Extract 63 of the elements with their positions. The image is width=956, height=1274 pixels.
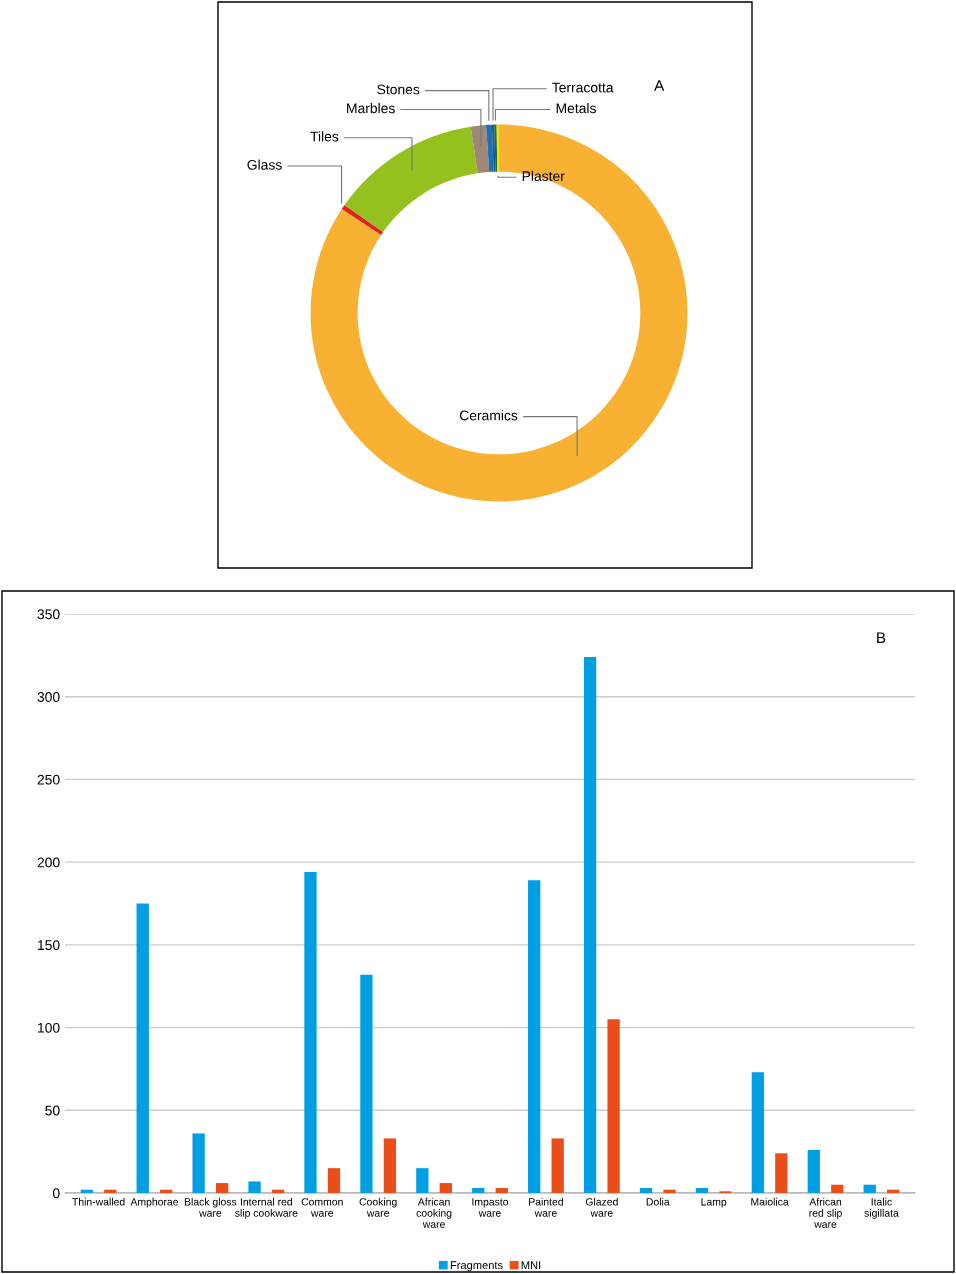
y-tick-label: 50 [45, 1105, 60, 1116]
slice-label: Plaster [522, 170, 565, 182]
bar [528, 880, 541, 1193]
x-tick-label: Common ware [301, 1198, 343, 1217]
bar [215, 1183, 229, 1193]
bar [831, 1184, 844, 1193]
bar [751, 1072, 765, 1193]
donut-slice [491, 124, 496, 172]
x-tick-label: Italic sigillata [864, 1197, 899, 1219]
y-tick-label: 100 [38, 1022, 60, 1033]
bar [248, 1181, 261, 1193]
bar [495, 1188, 508, 1193]
x-tick-label: Dolia [646, 1197, 670, 1206]
x-tick-label: Glazed ware [585, 1197, 618, 1217]
chart-title: A [654, 80, 665, 91]
x-tick-label: Impasto ware [472, 1198, 509, 1217]
bar [663, 1189, 676, 1193]
bar [863, 1184, 876, 1193]
legend-label: MNI [521, 1261, 541, 1270]
y-tick-label: 200 [37, 857, 60, 868]
bar [360, 974, 373, 1193]
bar [775, 1153, 788, 1193]
bar [551, 1138, 564, 1193]
bar [304, 872, 317, 1193]
y-tick-label: 250 [37, 774, 60, 785]
y-tick-label: 300 [37, 692, 60, 702]
bar [383, 1138, 397, 1193]
donut-slice [470, 124, 490, 174]
x-tick-label: Amphorae [130, 1197, 179, 1208]
y-tick-label: 150 [38, 940, 60, 951]
bar [607, 1019, 620, 1193]
bar [583, 657, 597, 1193]
slice-label: Marbles [347, 102, 395, 114]
bar [327, 1168, 341, 1193]
x-tick-label: African red slip ware [809, 1197, 842, 1228]
y-tick-label: 0 [52, 1188, 60, 1199]
slice-label: Metals [556, 102, 596, 114]
bar [472, 1188, 485, 1193]
bar [136, 903, 149, 1193]
slice-label: Stones [377, 84, 420, 95]
donut-slice [310, 124, 688, 502]
slice-label: Terracotta [552, 82, 614, 93]
text: B [877, 632, 886, 643]
donut-slice [341, 205, 384, 236]
bar [192, 1133, 205, 1193]
x-tick-label: Thin-walled [72, 1197, 125, 1206]
x-tick-label: Maiolica [751, 1197, 789, 1206]
donut-slice [344, 126, 478, 233]
bar [695, 1188, 709, 1193]
x-tick-label: Painted ware [529, 1197, 563, 1217]
bar [639, 1188, 653, 1193]
slice-label: Ceramics [459, 410, 518, 421]
donut-slice [485, 124, 494, 172]
slice-label: Tiles [310, 131, 339, 142]
bar [807, 1149, 820, 1193]
y-tick-label: 350 [37, 609, 60, 620]
x-tick-label: African cooking ware [416, 1197, 452, 1228]
x-tick-label: Lamp [701, 1198, 727, 1208]
x-tick-label: Cooking ware [359, 1197, 397, 1217]
slice-label: Glass [247, 159, 282, 170]
bar [416, 1168, 429, 1193]
legend-label: Fragments [450, 1261, 503, 1272]
bar [439, 1183, 452, 1193]
